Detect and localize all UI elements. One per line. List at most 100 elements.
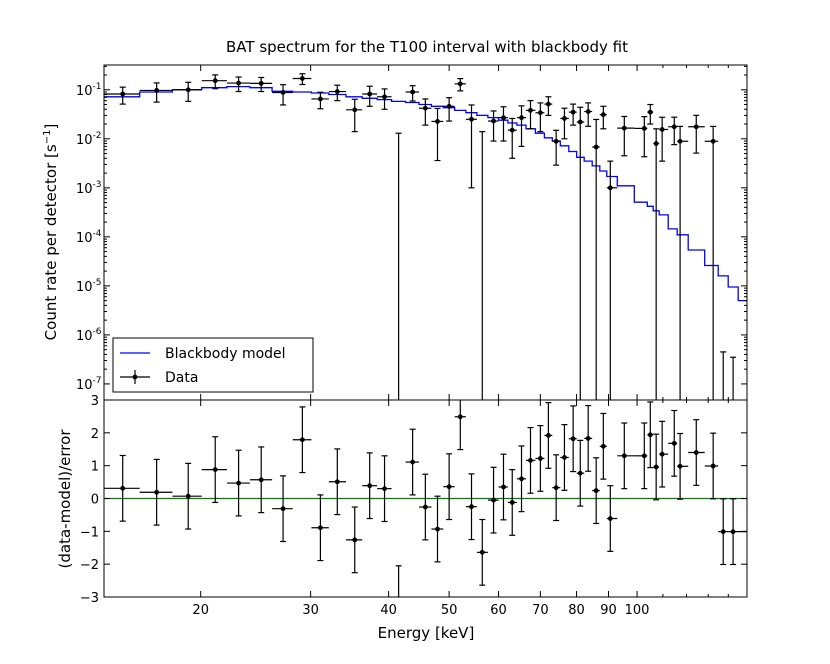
residual-point <box>249 446 273 514</box>
top-y-axis-label-end: ] <box>42 124 60 130</box>
y-tick-label: 10-2 <box>76 131 102 148</box>
data-marker <box>570 109 576 115</box>
y-tick-base: 10 <box>76 182 93 197</box>
data-marker <box>641 125 647 131</box>
data-marker <box>553 138 559 144</box>
data-point <box>362 85 378 107</box>
residual-marker <box>154 489 160 495</box>
residual-point <box>653 433 660 501</box>
residual-marker <box>607 516 613 521</box>
residual-marker <box>647 432 653 438</box>
data-marker <box>677 138 683 144</box>
residual-point <box>139 458 173 526</box>
residual-point <box>431 495 444 563</box>
residual-marker <box>519 476 524 482</box>
x-tick-label: 70 <box>532 603 549 618</box>
data-point <box>377 88 392 110</box>
residual-marker <box>659 451 665 457</box>
residual-marker <box>469 504 474 510</box>
residual-point <box>443 453 455 521</box>
residual-point <box>568 405 577 473</box>
data-marker <box>710 138 716 144</box>
y-tick-label: 10-5 <box>76 278 102 295</box>
data-marker <box>671 124 677 130</box>
data-point <box>346 98 363 133</box>
x-tick-label: 80 <box>568 603 585 618</box>
residual-point <box>552 454 561 522</box>
data-point <box>599 105 607 130</box>
residual-point <box>418 473 432 541</box>
residual-marker <box>653 464 659 470</box>
residual-point <box>599 412 607 480</box>
residual-marker <box>677 463 683 469</box>
y-tick-label: 10-6 <box>76 327 102 344</box>
residual-marker <box>537 456 543 461</box>
data-marker <box>280 90 286 95</box>
residual-marker <box>422 504 428 510</box>
y-tick-base: 10 <box>76 280 93 295</box>
residual-marker <box>501 484 506 490</box>
data-marker <box>607 185 613 191</box>
data-marker <box>446 103 452 109</box>
residual-y-axis-label: (data-model)/error <box>56 429 74 569</box>
data-point <box>272 84 293 106</box>
data-marker <box>593 144 599 150</box>
data-marker <box>469 116 474 122</box>
residual-point <box>272 475 293 543</box>
data-point <box>465 104 477 189</box>
data-point <box>498 106 508 142</box>
data-point <box>653 128 660 400</box>
data-marker <box>600 112 606 118</box>
data-marker <box>318 96 323 102</box>
data-point <box>535 102 545 133</box>
data-marker <box>509 127 515 133</box>
residual-point <box>647 401 654 469</box>
residual-point <box>507 469 517 536</box>
data-point <box>487 110 499 142</box>
data-marker <box>435 119 440 124</box>
data-point <box>568 103 577 126</box>
top-y-axis-label: Count rate per detector [s−1] <box>42 124 60 341</box>
y-tick-base: 10 <box>76 231 93 246</box>
y-tick-exponent: -7 <box>93 376 102 386</box>
data-marker <box>537 110 543 116</box>
y-tick-base: 10 <box>76 378 93 393</box>
y-tick-label: 10-1 <box>76 82 102 99</box>
residual-marker <box>435 526 440 532</box>
legend-data-label: Data <box>165 370 198 386</box>
residual-marker <box>545 433 551 438</box>
residual-marker <box>585 436 591 441</box>
x-tick-label: 100 <box>625 603 650 618</box>
data-point <box>606 160 618 400</box>
residual-point <box>201 436 227 504</box>
residual-point <box>465 473 477 541</box>
data-point <box>172 81 202 102</box>
x-tick-label: 60 <box>490 603 507 618</box>
residual-marker <box>710 463 716 469</box>
x-axis-label: Energy [keV] <box>378 624 475 642</box>
data-point <box>479 131 486 400</box>
residual-marker <box>212 467 218 473</box>
residual-point <box>592 457 600 525</box>
data-marker <box>519 115 524 121</box>
x-tick-label: 30 <box>302 603 319 618</box>
residual-marker <box>457 414 463 420</box>
model-step-line <box>104 85 747 302</box>
residual-y-tick-label: 1 <box>91 460 99 475</box>
residual-marker <box>730 529 736 535</box>
residual-point <box>606 485 618 552</box>
data-point <box>311 91 329 110</box>
data-point <box>576 106 585 400</box>
data-point <box>552 129 561 166</box>
x-tick-label: 90 <box>600 603 617 618</box>
data-point <box>584 102 593 127</box>
residual-y-tick-label: −3 <box>80 591 99 606</box>
residual-marker <box>570 436 576 442</box>
residual-marker <box>410 459 416 465</box>
data-marker <box>528 107 533 113</box>
residual-point <box>584 404 593 472</box>
data-marker <box>501 115 506 121</box>
residual-marker <box>479 549 485 555</box>
data-point <box>395 132 402 400</box>
